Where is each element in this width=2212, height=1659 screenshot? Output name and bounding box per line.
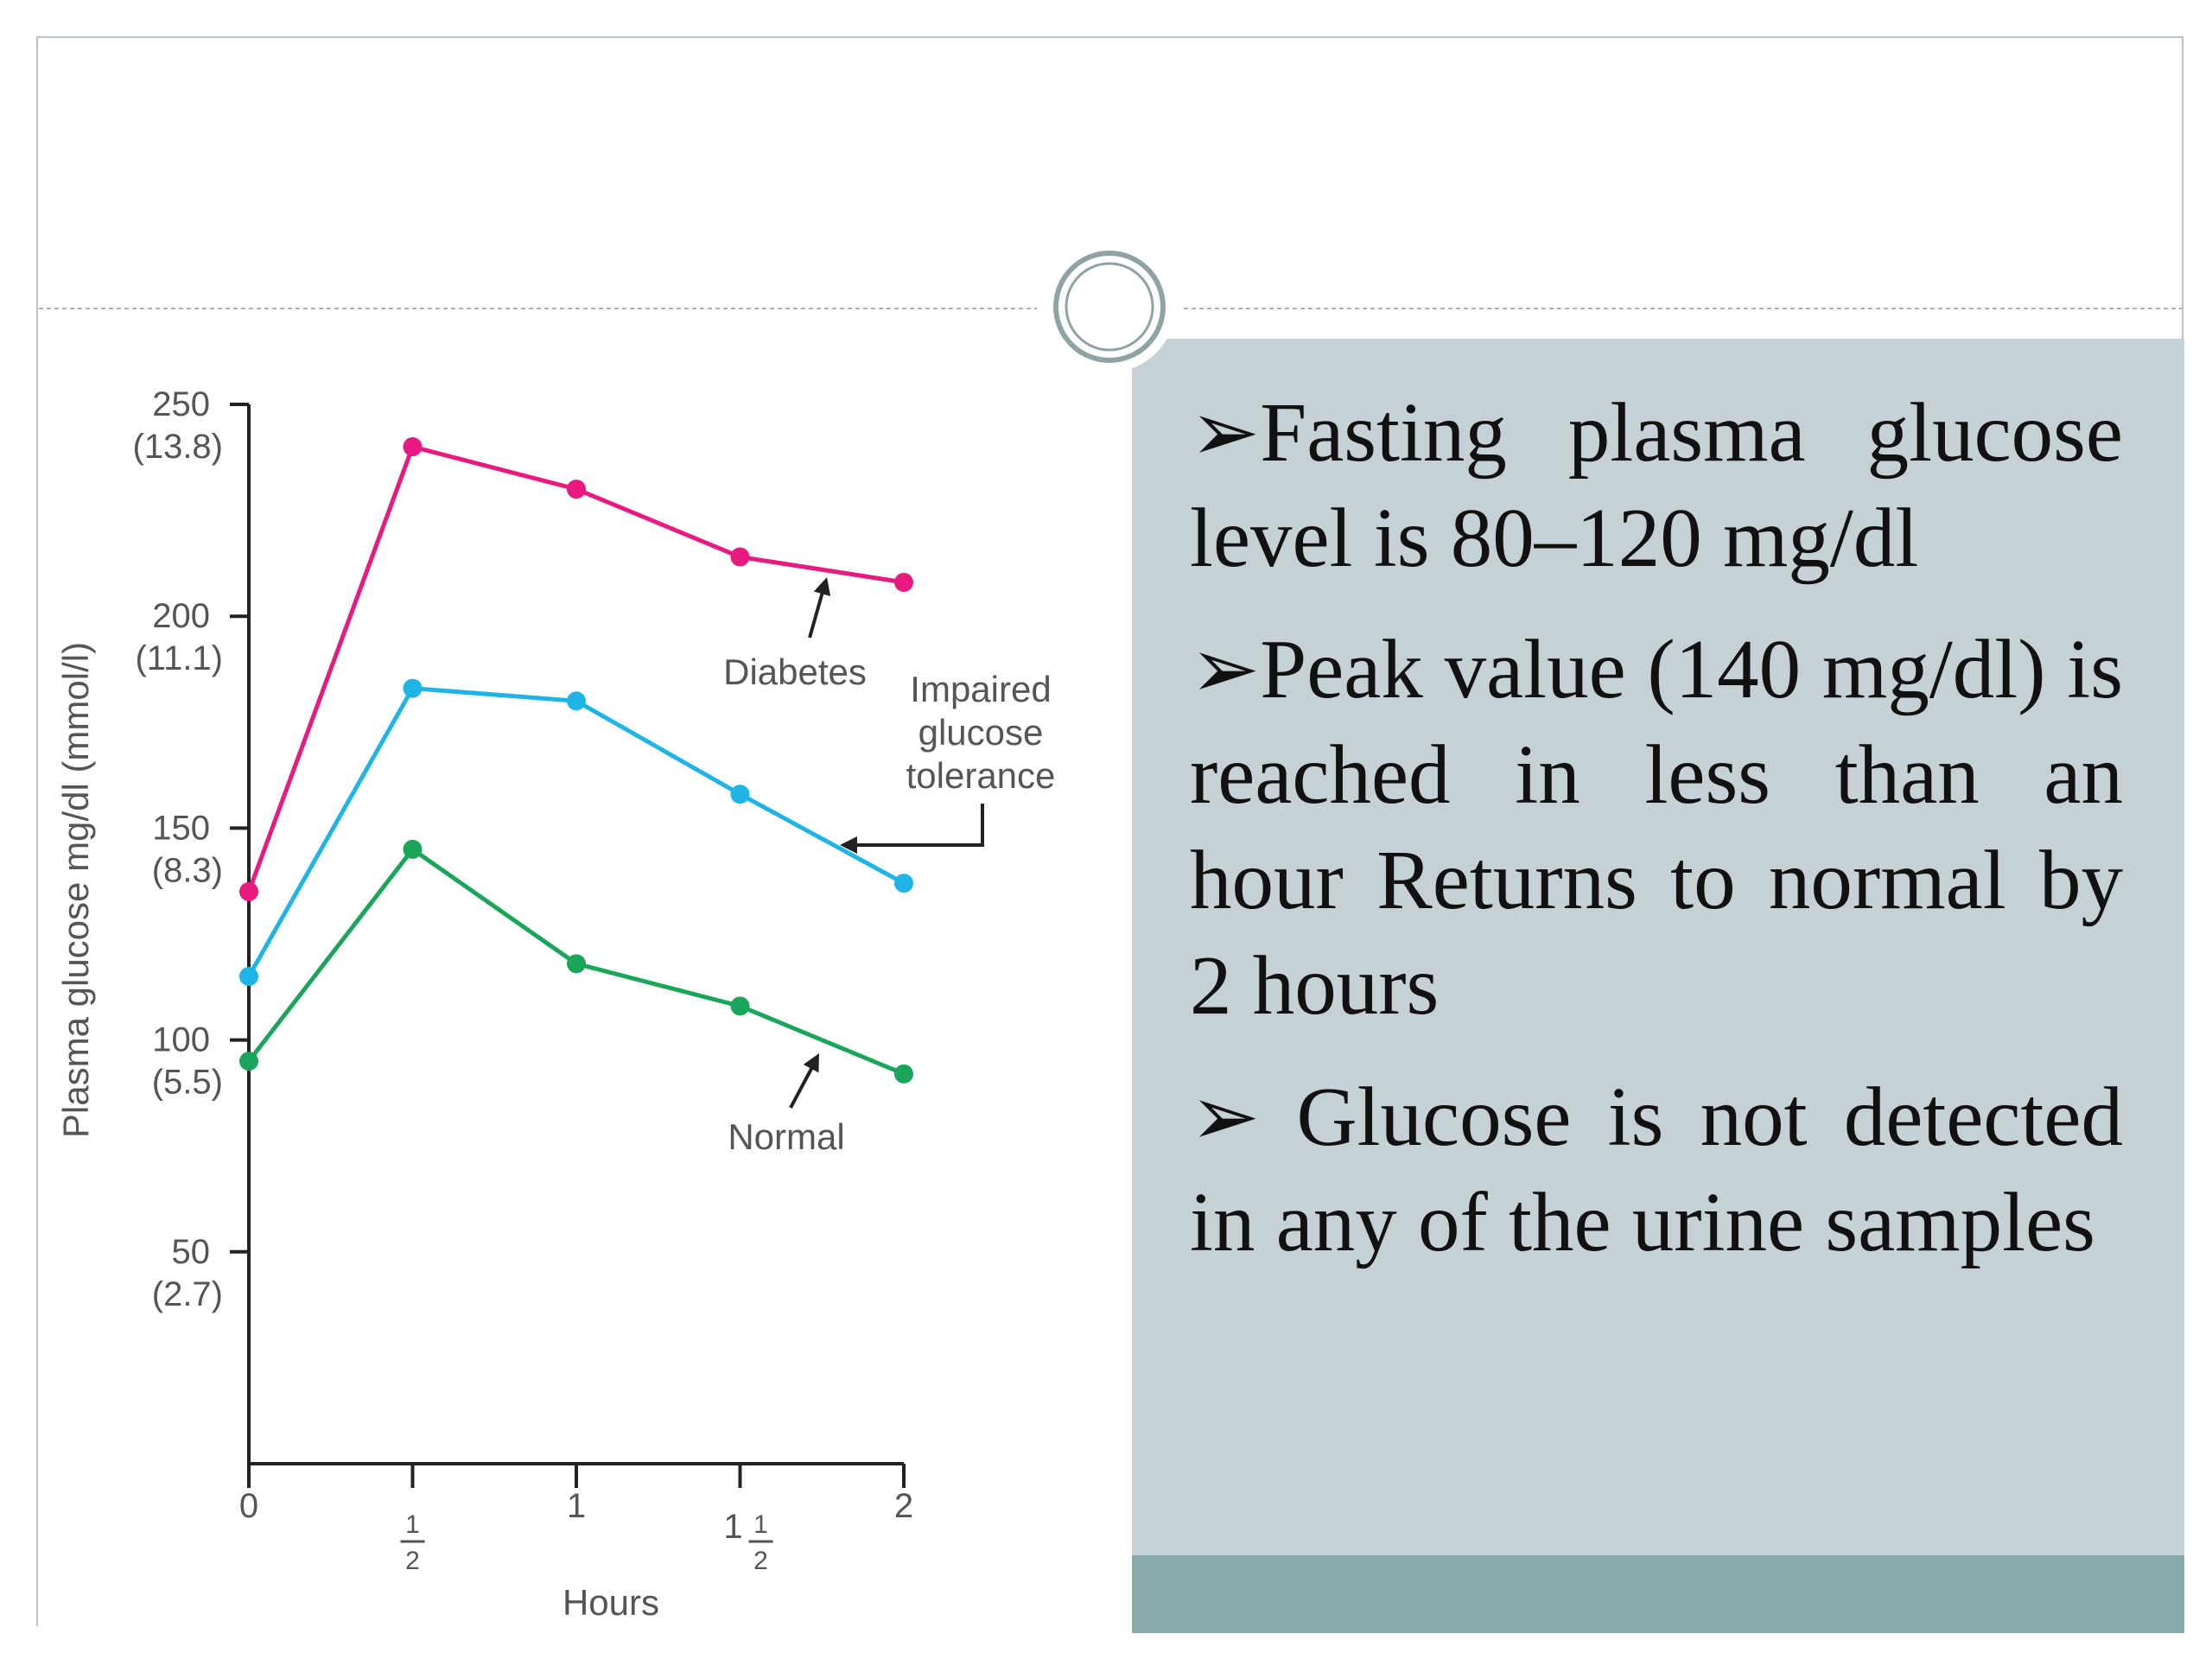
y-tick-sublabel: (13.8) [133, 428, 224, 466]
x-tick-fraction-num: 1 [405, 1510, 420, 1539]
y-tick-sublabel: (8.3) [152, 851, 223, 889]
x-tick-label: 2 [894, 1487, 913, 1525]
data-point [730, 547, 750, 567]
data-point [403, 678, 423, 698]
arrow-head-icon [813, 577, 831, 596]
annotation-arrow-igt [857, 804, 984, 847]
ornament-circle-bg [1044, 241, 1175, 372]
arrow-bullet-icon: ➢ [1190, 623, 1261, 715]
data-point [567, 480, 586, 499]
ornament-ring-icon [1053, 251, 1166, 363]
arrow-bullet-icon: ➢ [1190, 1071, 1261, 1163]
bullet-text: Glucose is not detected in any of the ur… [1190, 1071, 2123, 1268]
x-tick-label: 1 [567, 1487, 586, 1525]
data-point [730, 785, 750, 804]
data-point [567, 691, 586, 711]
y-tick-sublabel: (5.5) [152, 1064, 223, 1102]
annotation-igt-line: Impaired [910, 669, 1051, 709]
bullet-list: ➢Fasting plasma glucose level is 80–120 … [1190, 380, 2123, 1301]
ornament-inner-ring-icon [1065, 262, 1154, 352]
bullet-item: ➢Peak value (140 mg/dl) is reached in le… [1190, 617, 2123, 1039]
annotation-diabetes: Diabetes [723, 652, 867, 692]
data-point [403, 839, 423, 859]
data-point [567, 954, 586, 974]
arrow-head-icon [840, 836, 857, 854]
y-tick-label: 200 [152, 597, 210, 635]
bottom-band [1132, 1555, 2184, 1633]
x-tick-fraction-den: 2 [753, 1547, 768, 1575]
y-tick-label: 100 [152, 1021, 210, 1059]
data-point [730, 996, 750, 1016]
y-axis-title: Plasma glucose mg/dl (mmol/l) [55, 642, 96, 1138]
text-panel [1132, 339, 2184, 1555]
y-tick-sublabel: (11.1) [135, 639, 223, 677]
data-point [239, 881, 258, 901]
bullet-text: Fasting plasma glucose level is 80–120 m… [1190, 386, 2123, 584]
data-point [239, 967, 258, 987]
glucose-tolerance-chart: 50 (2.7) 100 (5.5) 150 (8.3) 200 (11.1) 250 (13.8… [55, 385, 1055, 1623]
x-tick-label: 1 [723, 1508, 742, 1546]
data-point [894, 572, 913, 592]
annotation-normal: Normal [728, 1116, 844, 1157]
annotation-igt-line: tolerance [906, 755, 1056, 796]
bullet-item: ➢Fasting plasma glucose level is 80–120 … [1190, 380, 2123, 591]
bullet-item: ➢ Glucose is not detected in any of the … [1190, 1065, 2123, 1275]
annotation-igt-line: glucose [918, 712, 1044, 753]
annotation-arrow-diabetes [808, 591, 824, 639]
arrow-bullet-icon: ➢ [1190, 386, 1261, 479]
data-point [403, 437, 423, 457]
data-point [894, 1064, 913, 1084]
header-divider [39, 241, 2182, 372]
x-tick-label: 0 [239, 1487, 258, 1525]
bullet-text: Peak value (140 mg/dl) is reached in les… [1190, 623, 2123, 1032]
x-tick-fraction-den: 2 [405, 1547, 420, 1575]
y-tick-label: 150 [152, 809, 210, 847]
annotation-arrow-normal [789, 1066, 814, 1109]
y-tick-label: 50 [172, 1233, 211, 1271]
data-point [894, 874, 913, 893]
x-axis-title: Hours [563, 1582, 659, 1623]
x-tick-fraction-num: 1 [753, 1510, 768, 1539]
arrow-head-icon [803, 1053, 819, 1073]
data-point [239, 1052, 258, 1071]
y-tick-label: 250 [152, 385, 210, 423]
y-tick-sublabel: (2.7) [152, 1275, 223, 1313]
